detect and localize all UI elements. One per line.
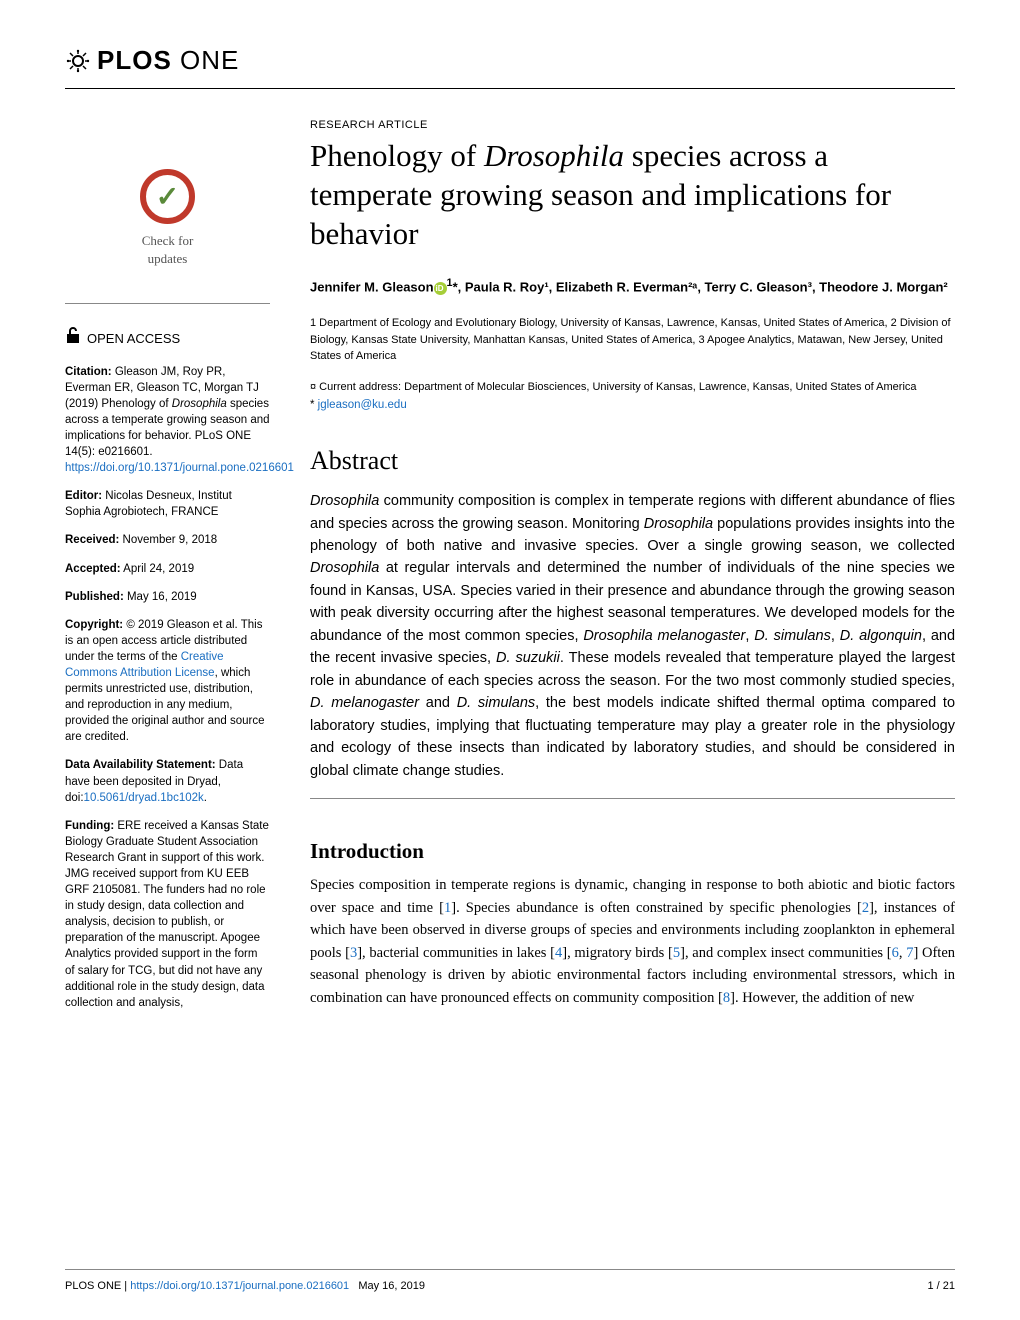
data-availability-block: Data Availability Statement: Data have b… [65,757,270,805]
ref-link[interactable]: 1 [444,900,451,916]
introduction-text: Species composition in temperate regions… [310,874,955,1009]
corresponding-email: * jgleason@ku.edu [310,399,955,411]
current-address: ¤ Current address: Department of Molecul… [310,379,955,396]
abstract-text: Drosophila community composition is comp… [310,490,955,782]
ref-link[interactable]: 3 [350,945,357,961]
authors: Jennifer M. Gleason1*, Paula R. Roy¹, El… [310,275,955,297]
open-access-badge: OPEN ACCESS [65,326,270,351]
affiliations: 1 Department of Ecology and Evolutionary… [310,315,955,365]
logo-text: PLOS ONE [97,45,239,76]
citation-doi-link[interactable]: https://doi.org/10.1371/journal.pone.021… [65,462,294,474]
orcid-icon[interactable] [434,282,447,295]
check-updates-text: Check for updates [123,232,213,268]
article-type: RESEARCH ARTICLE [310,119,955,131]
ref-link[interactable]: 5 [673,945,680,961]
sidebar-rule [65,303,270,304]
ref-link[interactable]: 8 [723,990,730,1006]
article-title: Phenology of Drosophila species across a… [310,137,955,253]
introduction-heading: Introduction [310,839,955,864]
sidebar: Check for updates OPEN ACCESS Citation: … [65,119,270,1023]
plos-icon [65,48,91,74]
main-content: RESEARCH ARTICLE Phenology of Drosophila… [310,119,955,1023]
header-rule [65,88,955,89]
ref-link[interactable]: 4 [555,945,562,961]
ref-link[interactable]: 7 [906,945,913,961]
check-updates-badge[interactable]: Check for updates [123,169,213,268]
lock-open-icon [65,326,81,351]
footer-doi-link[interactable]: https://doi.org/10.1371/journal.pone.021… [130,1280,349,1292]
footer-page-number: 1 / 21 [927,1280,955,1292]
journal-logo: PLOS ONE [65,45,955,76]
citation-block: Citation: Gleason JM, Roy PR, Everman ER… [65,364,270,477]
abstract-rule [310,798,955,799]
funding-block: Funding: ERE received a Kansas State Bio… [65,818,270,1011]
editor-block: Editor: Nicolas Desneux, Institut Sophia… [65,488,270,520]
received-block: Received: November 9, 2018 [65,532,270,548]
page-footer: PLOS ONE | https://doi.org/10.1371/journ… [65,1269,955,1292]
email-link[interactable]: jgleason@ku.edu [318,399,407,411]
footer-left: PLOS ONE | https://doi.org/10.1371/journ… [65,1280,425,1292]
copyright-block: Copyright: © 2019 Gleason et al. This is… [65,617,270,746]
accepted-block: Accepted: April 24, 2019 [65,561,270,577]
abstract-heading: Abstract [310,446,955,476]
published-block: Published: May 16, 2019 [65,589,270,605]
ref-link[interactable]: 2 [862,900,869,916]
open-access-label: OPEN ACCESS [87,330,180,348]
crossmark-icon [140,169,195,224]
dryad-doi-link[interactable]: 10.5061/dryad.1bc102k [84,792,204,804]
ref-link[interactable]: 6 [892,945,899,961]
